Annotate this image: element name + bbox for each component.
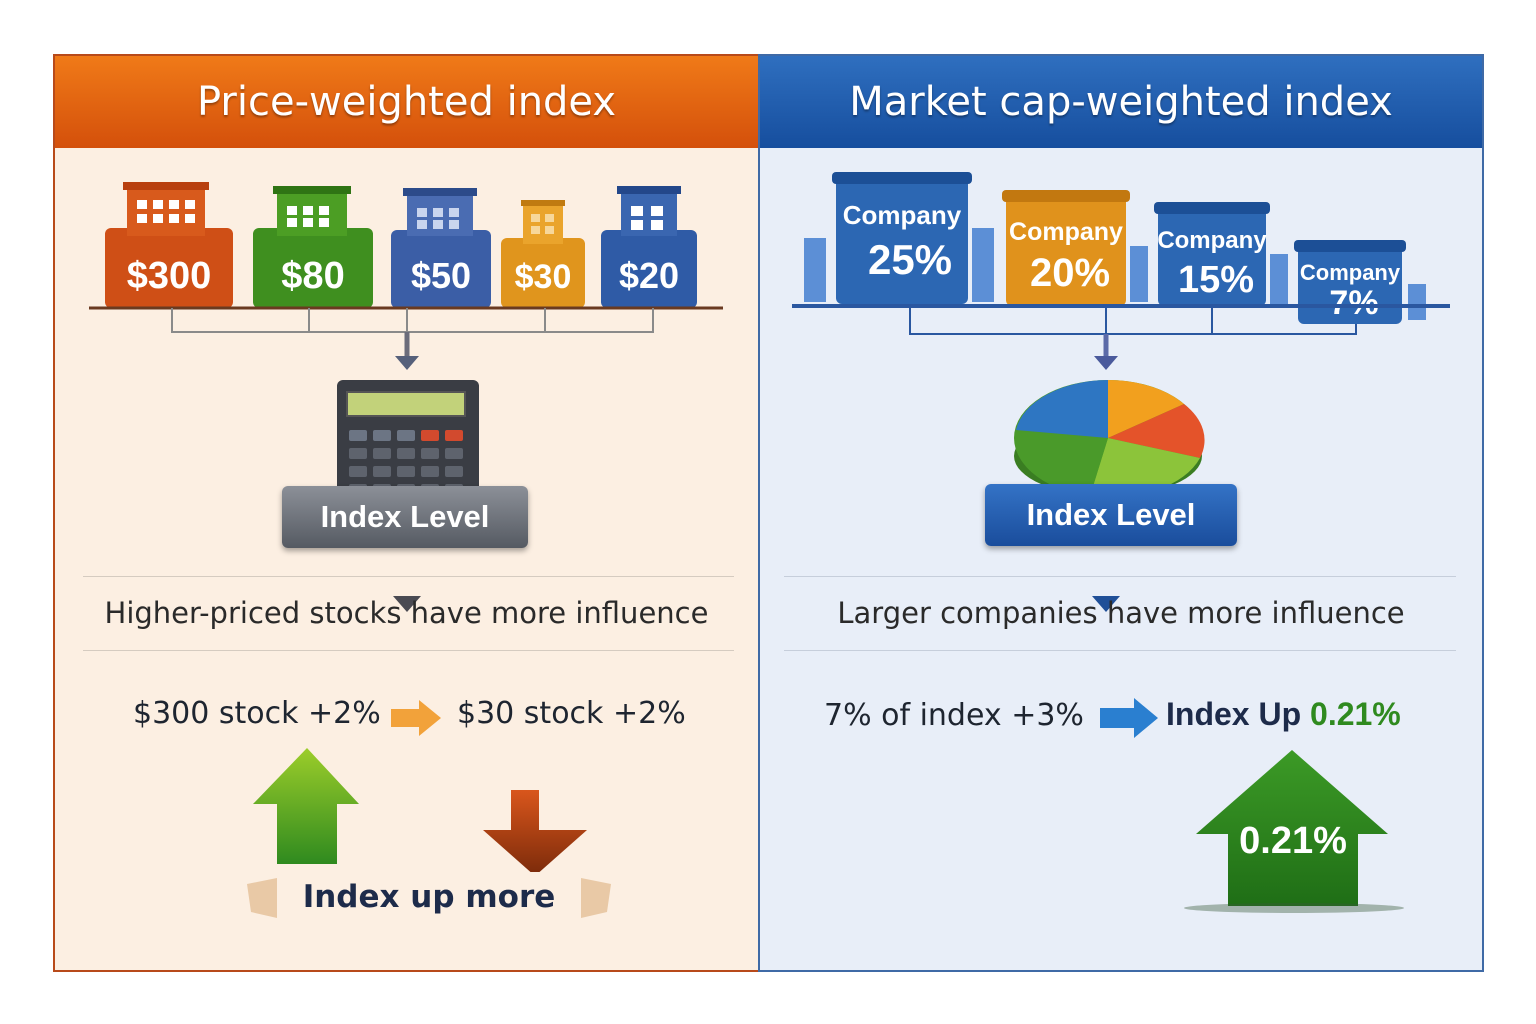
stock-price-label: $30 bbox=[515, 258, 572, 296]
ribbon-right bbox=[581, 878, 611, 918]
market-cap-panel: Market cap-weighted index Company 25% Co… bbox=[758, 54, 1484, 972]
index-level-badge: Index Level bbox=[985, 484, 1237, 546]
stock-building-20: $20 bbox=[601, 186, 697, 308]
connector-bracket bbox=[909, 308, 1357, 335]
up-arrow-icon bbox=[1196, 750, 1388, 906]
result-label: Index Up bbox=[1166, 696, 1302, 732]
company-label: Company bbox=[1300, 260, 1401, 285]
right-arrow-icon bbox=[391, 700, 441, 736]
result-value: 0.21% bbox=[1310, 696, 1401, 732]
down-arrow-icon bbox=[483, 790, 587, 876]
influence-text: Higher-priced stocks have more influence bbox=[104, 596, 709, 630]
result-graphic bbox=[1184, 750, 1404, 913]
result-text: Index up more bbox=[302, 879, 556, 915]
influence-text: Larger companies have more influence bbox=[837, 596, 1405, 630]
ribbon-left bbox=[247, 878, 277, 918]
share-change: +3% bbox=[1011, 698, 1084, 733]
result-graphic bbox=[247, 748, 611, 922]
up-arrow-icon bbox=[253, 748, 359, 864]
arrow-shadow bbox=[1184, 903, 1404, 913]
stock-change: +2% bbox=[612, 696, 686, 731]
up-arrow-value: 0.21% bbox=[1239, 819, 1347, 862]
example-right-stock: $30 stock +2% bbox=[457, 696, 686, 731]
down-arrow-icon bbox=[395, 356, 419, 370]
company-card-7: Company 7% bbox=[1294, 240, 1406, 324]
company-card-20: Company 20% bbox=[1002, 190, 1130, 306]
stock-price-label: $80 bbox=[281, 255, 344, 297]
index-level-badge: Index Level bbox=[282, 486, 528, 548]
company-label: Company bbox=[1157, 227, 1267, 254]
company-label: Company bbox=[1009, 218, 1123, 246]
example-share: 7% of index +3% bbox=[824, 698, 1084, 733]
stock-building-50: $50 bbox=[391, 188, 491, 308]
stock-building-80: $80 bbox=[253, 186, 373, 308]
example-left-stock: $300 stock +2% bbox=[133, 696, 381, 731]
market-cap-title: Market cap-weighted index bbox=[760, 56, 1482, 148]
connector-bracket bbox=[171, 308, 654, 333]
share-text: 7% of index bbox=[824, 698, 1002, 733]
price-weighted-diagram: $300 $80 $50 $30 bbox=[89, 182, 723, 612]
down-arrow-icon bbox=[393, 596, 421, 612]
pie-chart-icon bbox=[1014, 380, 1205, 498]
market-cap-diagram: Company 25% Company 20% Company 15% Comp… bbox=[792, 172, 1450, 612]
example-result: Index Up 0.21% bbox=[1166, 696, 1401, 733]
ribbon-center bbox=[277, 872, 581, 922]
stock-building-300: $300 bbox=[105, 182, 233, 308]
stock-name: $300 stock bbox=[133, 696, 299, 731]
right-arrow-icon bbox=[1100, 698, 1158, 738]
company-weight: 25% bbox=[868, 236, 952, 283]
stock-building-30: $30 bbox=[501, 200, 585, 308]
company-label: Company bbox=[843, 200, 962, 230]
company-card-15: Company 15% bbox=[1154, 202, 1270, 306]
stock-change: +2% bbox=[308, 696, 381, 731]
stock-name: $30 stock bbox=[457, 696, 604, 731]
divider bbox=[83, 576, 734, 577]
divider bbox=[784, 650, 1456, 651]
price-weighted-panel: Price-weighted index $300 $80 $50 bbox=[53, 54, 758, 972]
stock-price-label: $50 bbox=[411, 255, 471, 296]
down-arrow-icon bbox=[1094, 356, 1118, 370]
down-arrow-icon bbox=[1092, 596, 1120, 612]
divider bbox=[784, 576, 1456, 577]
divider bbox=[83, 650, 734, 651]
company-card-25: Company 25% bbox=[832, 172, 972, 304]
company-weight: 7% bbox=[1329, 284, 1378, 322]
calculator-icon bbox=[337, 380, 479, 514]
company-weight: 15% bbox=[1178, 259, 1254, 301]
company-weight: 20% bbox=[1030, 251, 1110, 295]
stock-price-label: $20 bbox=[619, 255, 679, 296]
stock-price-label: $300 bbox=[127, 255, 212, 297]
price-weighted-title: Price-weighted index bbox=[55, 56, 758, 148]
